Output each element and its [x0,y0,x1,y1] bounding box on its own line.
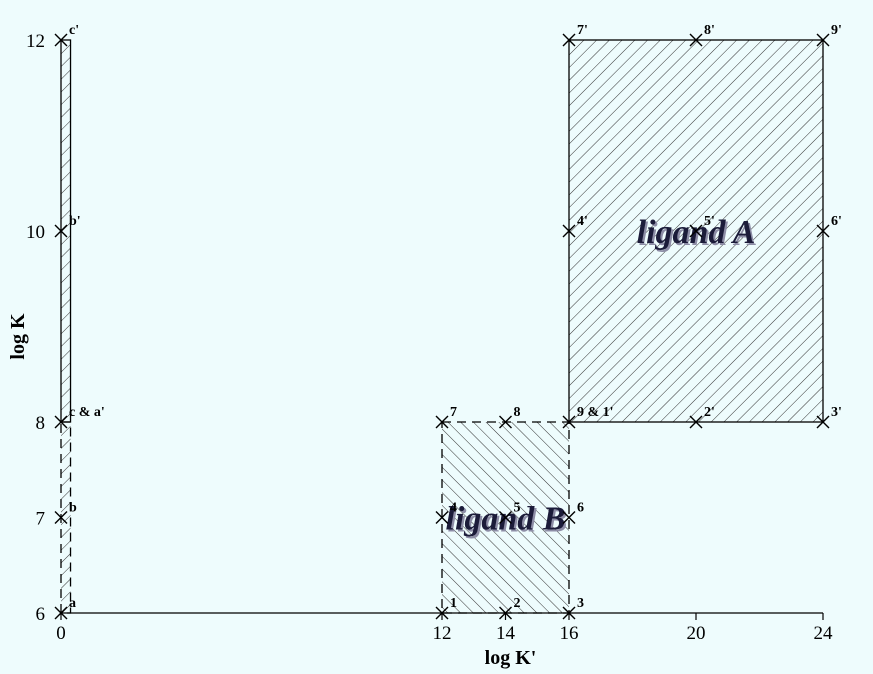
point-marker-stroke [689,33,703,47]
point-marker-stroke [435,606,449,620]
point-marker-stroke [562,224,576,238]
data-point-9: 9' [816,23,842,47]
y-tick-label: 8 [36,413,46,434]
point-label: 4 [450,501,457,516]
region-strip-0 [60,421,72,614]
data-point-4: 4' [562,214,588,238]
point-label: 2' [704,405,715,420]
y-axis-title: log K [7,313,29,360]
data-point-6: 6' [816,214,842,238]
point-marker-stroke [562,33,576,47]
data-point-c-a: c & a' [54,405,105,429]
data-point-b: b' [54,214,81,238]
data-point-7: 7 [435,405,457,429]
x-tick-label: 12 [433,623,452,644]
region-label-ligand-b: ligand B [446,501,566,538]
point-marker-stroke [499,415,512,429]
point-label: 4' [577,214,588,229]
point-marker-stroke [816,224,830,238]
point-label: c' [69,23,79,38]
point-label: 3 [577,596,584,611]
data-point-7: 7' [562,23,588,47]
point-marker-stroke [54,33,68,47]
point-marker-stroke [435,415,449,429]
point-marker-stroke [54,415,68,429]
point-label: 7 [450,405,457,420]
data-point-a: a [54,596,76,620]
point-marker-stroke [499,606,512,620]
point-marker-stroke [54,511,68,524]
point-label: c & a' [69,405,105,420]
points-layer: a b c & a' b' c' 1 2 3 4 5 6 7 8 9 & 1' 2' 3' 4' 5' 6' 7' 8'… [54,23,842,620]
x-tick-label: 14 [496,623,516,644]
point-marker-stroke [562,606,576,620]
data-point-5: 5' [689,214,715,238]
point-label: 2 [514,596,521,611]
y-tick-label: 10 [26,222,45,243]
point-label: 6 [577,501,584,516]
point-label: 9 & 1' [577,405,614,420]
data-point-b: b [54,501,77,524]
point-label: 8' [704,23,715,38]
x-tick-label: 24 [814,623,834,644]
data-point-9-1: 9 & 1' [562,405,614,429]
point-marker-stroke [562,511,576,524]
y-tick-label: 6 [36,604,46,625]
point-label: b' [69,214,81,229]
point-label: 7' [577,23,588,38]
data-point-3: 3' [816,405,842,429]
point-marker-stroke [816,33,830,47]
data-point-5: 5 [499,501,521,524]
region-label-shadow: ligand B [448,503,568,540]
point-marker-stroke [816,415,830,429]
region-label-ligand-a: ligand A [637,214,756,251]
point-label: 8 [514,405,521,420]
point-label: 5' [704,214,715,229]
y-tick-label: 12 [26,31,45,52]
point-marker-stroke [435,511,449,524]
data-point-2: 2' [689,405,715,429]
point-marker-stroke [689,415,703,429]
point-label: 9' [831,23,842,38]
point-marker-stroke [562,415,576,429]
data-point-6: 6 [562,501,584,524]
data-point-8: 8' [689,23,715,47]
data-point-2: 2 [499,596,521,620]
region-label-shadow: ligand A [639,216,758,253]
point-label: a [69,596,76,611]
point-marker-stroke [54,606,68,620]
region-strip-1 [60,39,72,423]
data-point-c: c' [54,23,79,47]
x-tick-label: 16 [560,623,579,644]
point-label: 3' [831,405,842,420]
y-tick-label: 7 [36,509,46,530]
point-label: 6' [831,214,842,229]
point-marker-stroke [689,224,703,238]
point-label: 1 [450,596,457,611]
point-marker-stroke [499,511,512,524]
data-point-8: 8 [499,405,521,429]
x-axis-title: log K' [485,647,537,669]
x-tick-label: 20 [687,623,706,644]
x-tick-label: 0 [56,623,66,644]
data-point-4: 4 [435,501,457,524]
point-label: b [69,501,77,516]
data-point-1: 1 [435,596,457,620]
point-label: 5 [514,501,521,516]
point-marker-stroke [54,224,68,238]
data-point-3: 3 [562,596,584,620]
